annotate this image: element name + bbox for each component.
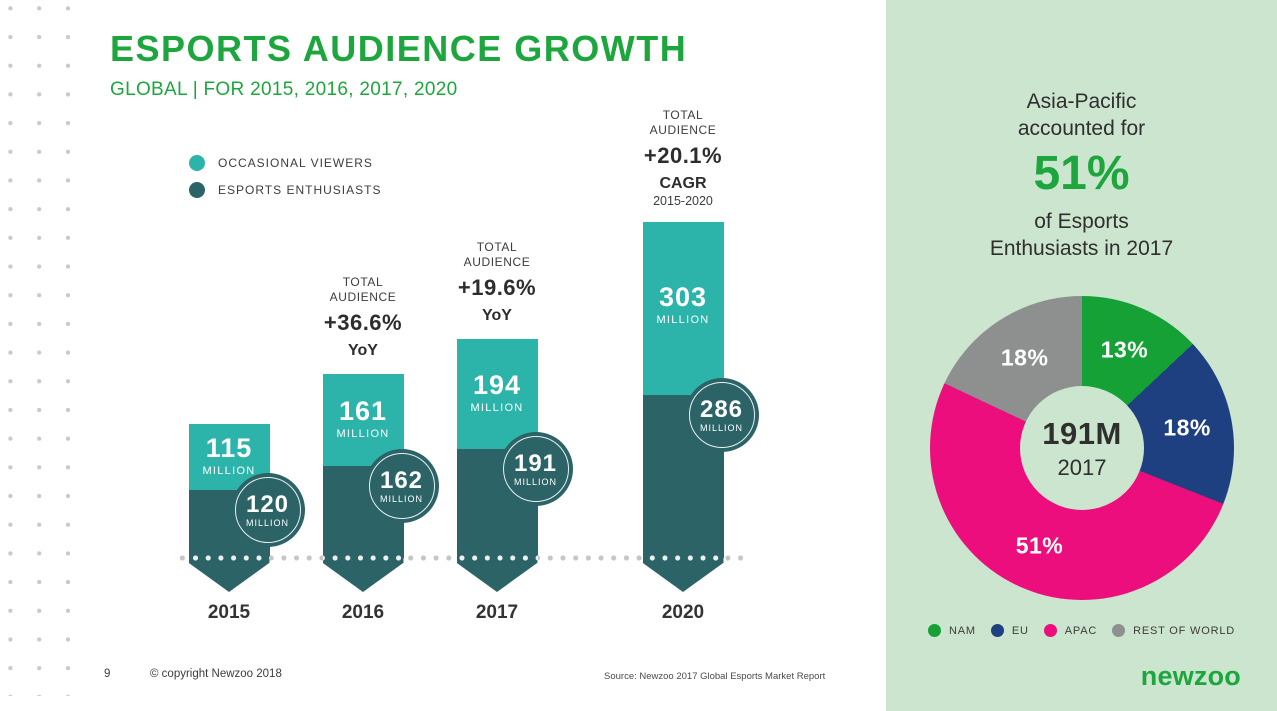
background-dot-pattern: [0, 0, 80, 696]
annotation-2016: TOTAL AUDIENCE +36.6% YoY: [323, 274, 403, 359]
bar-arrow-tip-2016: [322, 558, 404, 592]
axis-label-2017: 2017: [475, 602, 519, 623]
donut-legend-label: NAM: [949, 624, 976, 637]
enthusiasts-badge-2016: 162 MILLION: [364, 448, 439, 523]
donut-label-apac: 51%: [1015, 532, 1064, 559]
donut-center-year: 2017: [1057, 454, 1107, 480]
badge-number-2015: 120: [245, 490, 290, 518]
bar-occasional-2020: [642, 222, 724, 395]
badge-number-2020: 286: [699, 395, 744, 423]
bar-occasional-2017: [456, 338, 538, 450]
bar-value-2017: 194 MILLION: [452, 369, 542, 414]
bar-value-unit-2017: MILLION: [470, 401, 524, 414]
legend-item-esports-enthusiasts: ESPORTS ENTHUSIASTS: [189, 182, 381, 198]
donut-legend-item-nam: NAM: [928, 624, 976, 637]
donut-chart: 191M 2017 13% 18% 51% 18%: [930, 296, 1234, 600]
badge-unit-2017: MILLION: [513, 477, 557, 488]
newzoo-logo: newzoo: [1140, 661, 1241, 691]
axis-label-2015: 2015: [207, 602, 251, 623]
legend-label-occasional-viewers: OCCASIONAL VIEWERS: [218, 156, 373, 170]
bar-value-unit-2020: MILLION: [656, 314, 710, 327]
badge-unit-2016: MILLION: [379, 493, 423, 504]
bar-value-number-2015: 115: [205, 432, 253, 463]
donut-legend-swatch-rest-of-world-icon: [1112, 624, 1126, 637]
headline-line-4: Enthusiasts in 2017: [989, 237, 1174, 260]
axis-label-2020: 2020: [661, 602, 705, 623]
donut-legend-item-eu: EU: [990, 624, 1029, 637]
page-title: ESPORTS AUDIENCE GROWTH: [110, 28, 688, 69]
page-number: 9: [104, 668, 111, 680]
enthusiasts-badge-2020: 286 MILLION: [684, 377, 759, 452]
baseline-dots-on-bar-2015: [188, 555, 270, 561]
badge-unit-2020: MILLION: [699, 422, 743, 433]
donut-legend-label: APAC: [1064, 624, 1098, 637]
bar-value-unit-2016: MILLION: [336, 427, 390, 440]
annotation-2020: TOTAL AUDIENCE +20.1% CAGR 2015-2020: [643, 108, 723, 209]
legend-swatch-occasional-viewers-icon: [189, 155, 205, 171]
bar-value-unit-2015: MILLION: [202, 464, 256, 477]
badge-unit-2015: MILLION: [245, 517, 289, 528]
donut-legend-label: EU: [1011, 624, 1029, 637]
donut-label-nam: 13%: [1100, 336, 1149, 363]
legend-swatch-esports-enthusiasts-icon: [189, 182, 205, 198]
donut-legend-swatch-eu-icon: [990, 624, 1004, 637]
bar-arrow-tip-2017: [456, 558, 538, 592]
headline-line-1: Asia-Pacific: [1026, 90, 1137, 113]
badge-number-2016: 162: [379, 466, 424, 494]
copyright-note: © copyright Newzoo 2018: [150, 668, 282, 680]
headline-stat: 51%: [1033, 147, 1130, 200]
donut-legend: NAM EU APAC REST OF WORLD: [886, 624, 1277, 637]
annotation-2017: TOTAL AUDIENCE +19.6% YoY: [457, 239, 537, 324]
enthusiasts-badge-2015: 120 MILLION: [230, 472, 305, 547]
bar-value-2015: 115 MILLION: [184, 432, 274, 477]
title-block: ESPORTS AUDIENCE GROWTH GLOBAL | FOR 201…: [110, 28, 687, 101]
headline-line-2: accounted for: [1017, 117, 1146, 140]
source-note: Source: Newzoo 2017 Global Esports Marke…: [604, 671, 826, 682]
bar-value-2016: 161 MILLION: [318, 395, 408, 440]
panel-headline: Asia-Pacific accounted for 51% of Esport…: [886, 88, 1277, 262]
baseline-dots-on-bar-2016: [322, 555, 404, 561]
bar-arrow-tip-2020: [642, 558, 724, 592]
axis-label-2016: 2016: [341, 602, 385, 623]
bar-value-number-2017: 194: [472, 369, 522, 400]
donut-legend-swatch-apac-icon: [1043, 624, 1057, 637]
page-subtitle: GLOBAL | FOR 2015, 2016, 2017, 2020: [110, 79, 458, 100]
bar-value-number-2020: 303: [658, 282, 708, 313]
bar-arrow-tip-2015: [188, 558, 270, 592]
donut-label-eu: 18%: [1163, 414, 1211, 441]
badge-number-2017: 191: [513, 450, 558, 478]
bar-value-number-2016: 161: [338, 395, 388, 426]
legend-label-esports-enthusiasts: ESPORTS ENTHUSIASTS: [218, 183, 382, 197]
donut-label-rest-of-world: 18%: [1000, 344, 1049, 371]
donut-center-value: 191M: [1042, 415, 1122, 451]
legend-item-occasional-viewers: OCCASIONAL VIEWERS: [189, 155, 381, 171]
donut-legend-item-apac: APAC: [1043, 624, 1098, 637]
baseline-dots-on-bar-2020: [642, 555, 724, 561]
bar-chart-legend: OCCASIONAL VIEWERS ESPORTS ENTHUSIASTS: [189, 155, 381, 209]
right-panel: Asia-Pacific accounted for 51% of Esport…: [886, 0, 1277, 711]
donut-legend-label: REST OF WORLD: [1133, 624, 1235, 637]
enthusiasts-badge-2017: 191 MILLION: [498, 432, 573, 507]
headline-line-3: of Esports: [1034, 210, 1129, 233]
bar-value-2020: 303 MILLION: [638, 282, 728, 327]
donut-legend-item-rest-of-world: REST OF WORLD: [1112, 624, 1235, 637]
donut-legend-swatch-nam-icon: [928, 624, 942, 637]
baseline-dots-on-bar-2017: [456, 555, 538, 561]
donut-center: 191M 2017: [1020, 386, 1144, 510]
